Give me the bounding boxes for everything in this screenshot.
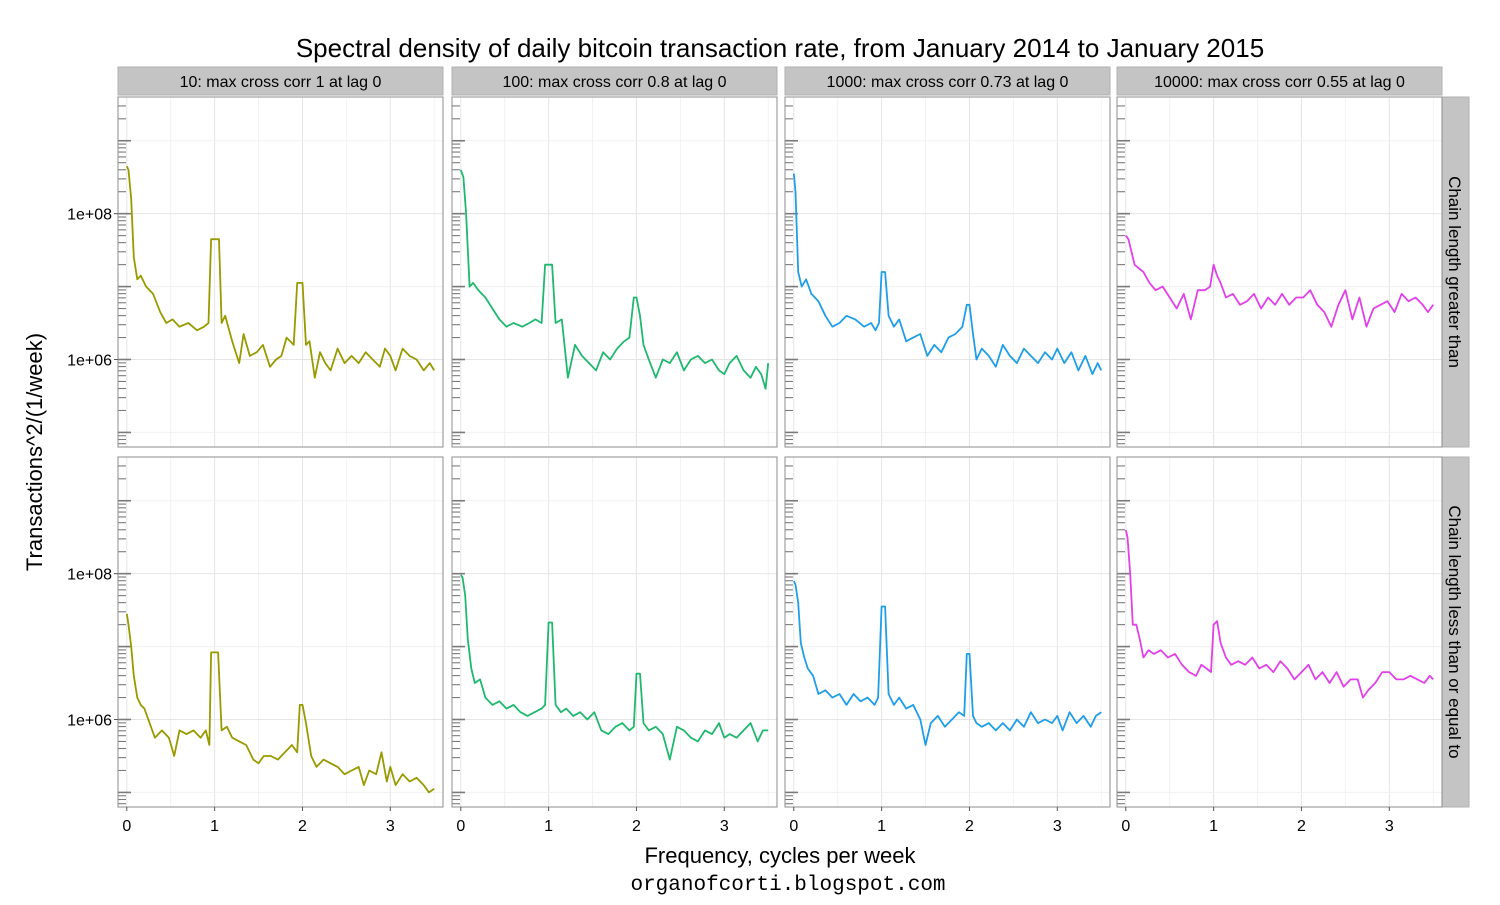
- panel-background: [452, 97, 777, 447]
- panel-border: [1116, 456, 1443, 808]
- panel-border: [1116, 96, 1443, 448]
- x-tick-label: 2: [298, 818, 307, 835]
- x-tick-label: 0: [789, 818, 798, 835]
- column-strip: [117, 66, 444, 96]
- y-axis-label: Transactions^2/(1/week): [22, 333, 47, 571]
- series-line: [1125, 234, 1434, 328]
- series-line: [125, 165, 435, 379]
- panel-border: [451, 96, 778, 448]
- facet-panel: [784, 96, 1111, 448]
- x-tick-label: 2: [632, 818, 641, 835]
- series-line: [792, 173, 1103, 376]
- y-tick-label: 1e+08: [67, 207, 112, 224]
- x-tick-label: 3: [720, 818, 729, 835]
- x-tick-label: 2: [965, 818, 974, 835]
- x-tick-label: 0: [1121, 818, 1130, 835]
- x-axis-label: Frequency, cycles per week: [644, 843, 916, 868]
- facet-panel: 0 1 2 3: [784, 456, 1111, 835]
- panels-layer: 10: max cross corr 1 at lag 0 100: max cr…: [67, 66, 1470, 835]
- panel-border: [117, 96, 444, 448]
- panel-background: [118, 457, 443, 807]
- panel-background: [452, 457, 777, 807]
- column-strip-label: 10: max cross corr 1 at lag 0: [180, 74, 382, 91]
- y-tick-label: 1e+06: [67, 353, 112, 370]
- x-tick-label: 1: [1209, 818, 1218, 835]
- y-tick-label: 1e+08: [67, 567, 112, 584]
- y-tick-label: 1e+06: [67, 713, 112, 730]
- facet-panel: 0 1 2 3: [1116, 456, 1443, 835]
- x-tick-label: 0: [122, 818, 131, 835]
- x-tick-label: 3: [1385, 818, 1394, 835]
- panel-background: [785, 97, 1110, 447]
- panel-border: [784, 456, 1111, 808]
- facet-panel: 1e+06 1e+08: [67, 96, 444, 448]
- column-strip: [1116, 66, 1443, 96]
- x-tick-label: 0: [456, 818, 465, 835]
- panel-background: [785, 457, 1110, 807]
- column-strip: [784, 66, 1111, 96]
- facet-panel: 1e+06 1e+08 0 1 2 3: [67, 456, 444, 835]
- credit-text: organofcorti.blogspot.com: [630, 874, 945, 897]
- x-tick-label: 1: [544, 818, 553, 835]
- panel-background: [118, 97, 443, 447]
- x-tick-label: 2: [1297, 818, 1306, 835]
- x-tick-label: 1: [877, 818, 886, 835]
- series-line: [459, 169, 770, 390]
- series-line: [1124, 529, 1434, 699]
- panel-background: [1117, 97, 1442, 447]
- facet-panel: 0 1 2 3: [451, 456, 778, 835]
- panel-border: [451, 456, 778, 808]
- facet-panel: [451, 96, 778, 448]
- panel-border: [784, 96, 1111, 448]
- row-strip-label: Chain length greater than: [1445, 176, 1464, 368]
- chart-title: Spectral density of daily bitcoin transa…: [296, 33, 1264, 63]
- facet-panel: [1116, 96, 1443, 448]
- column-strip-label: 1000: max cross corr 0.73 at lag 0: [827, 74, 1069, 91]
- column-strip-label: 100: max cross corr 0.8 at lag 0: [502, 74, 726, 91]
- series-line: [460, 574, 769, 761]
- panel-border: [117, 456, 444, 808]
- x-tick-label: 3: [1053, 818, 1062, 835]
- row-strip: [1440, 96, 1470, 448]
- series-line: [125, 613, 435, 794]
- x-tick-label: 3: [386, 818, 395, 835]
- x-tick-label: 1: [210, 818, 219, 835]
- row-strip-label: Chain length less than or equal to: [1445, 505, 1464, 758]
- column-strip: [451, 66, 778, 96]
- column-strip-label: 10000: max cross corr 0.55 at lag 0: [1154, 74, 1405, 91]
- panel-background: [1117, 457, 1442, 807]
- series-line: [792, 580, 1102, 746]
